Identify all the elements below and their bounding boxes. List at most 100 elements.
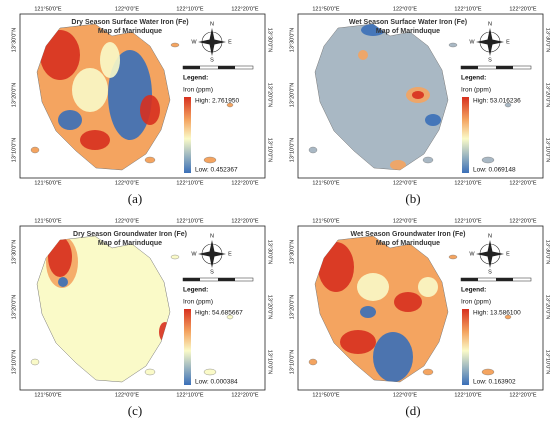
map-panel: Dry Season Surface Water Iron (Fe) Map of… (11, 6, 272, 206)
legend-low: Low: 0.452367 (195, 167, 238, 174)
scale-bar-fill (496, 66, 513, 69)
iron-zone (373, 332, 413, 382)
legend-unit: Iron (ppm) (183, 87, 213, 94)
lon-label-top: 121°50'0"E (34, 6, 62, 12)
lon-label-top: 122°10'0"E (454, 6, 482, 12)
map-subtitle: Map of Marinduque (376, 28, 440, 35)
compass-n: N (210, 233, 214, 239)
lat-label-right: 13°30'0"N (545, 28, 550, 52)
scale-bar-fill (218, 278, 235, 281)
lat-label-left: 13°20'0"N (11, 295, 17, 319)
islet (144, 368, 156, 376)
lat-label-right: 13°20'0"N (267, 295, 273, 319)
lat-label-left: 13°10'0"N (289, 138, 295, 162)
legend-unit: Iron (ppm) (461, 87, 491, 94)
iron-zone (360, 306, 376, 318)
lat-label-right: 13°10'0"N (267, 138, 273, 162)
islet (422, 368, 434, 376)
legend-heading: Legend: (461, 287, 486, 294)
legend-high: High: 13.586100 (473, 310, 521, 317)
map-panel: Wet Season Groundwater Iron (Fe) Map of M… (289, 218, 550, 418)
compass-e: E (228, 251, 232, 257)
iron-zones (40, 30, 160, 150)
lat-label-left: 13°10'0"N (11, 350, 17, 374)
compass-w: W (191, 251, 197, 257)
compass-s: S (488, 269, 492, 275)
legend-ramp (184, 309, 191, 385)
iron-zone (358, 50, 368, 60)
iron-zone (418, 277, 438, 297)
lat-label-left: 13°30'0"N (289, 28, 295, 52)
lat-label-right: 13°10'0"N (545, 138, 550, 162)
legend-unit: Iron (ppm) (183, 299, 213, 306)
scale-bar-fill (496, 278, 513, 281)
compass-e: E (506, 39, 510, 45)
lat-label-left: 13°20'0"N (289, 83, 295, 107)
compass-n: N (488, 233, 492, 239)
panel-label: (d) (405, 403, 420, 418)
lon-label-top: 122°10'0"E (454, 218, 482, 224)
legend-heading: Legend: (461, 75, 486, 82)
lon-label-top: 122°20'0"E (231, 6, 259, 12)
compass-star (476, 28, 504, 56)
lon-label-bottom: 122°0'0"E (115, 180, 139, 186)
lon-label-bottom: 121°50'0"E (34, 392, 62, 398)
lat-label-right: 13°10'0"N (545, 350, 550, 374)
map-title: Wet Season Surface Water Iron (Fe) (349, 19, 467, 26)
islet (448, 42, 458, 48)
compass-star (198, 240, 226, 268)
legend-heading: Legend: (183, 75, 208, 82)
lon-label-bottom: 122°10'0"E (454, 180, 482, 186)
lon-label-bottom: 122°20'0"E (231, 180, 259, 186)
islet (30, 358, 40, 366)
compass-n: N (210, 21, 214, 27)
lat-label-left: 13°30'0"N (11, 240, 17, 264)
compass-s: S (210, 57, 214, 63)
map-title: Dry Season Surface Water Iron (Fe) (71, 19, 188, 26)
lon-label-top: 122°0'0"E (115, 6, 139, 12)
islet (308, 358, 318, 366)
legend-high: High: 53.016236 (473, 98, 521, 105)
map-subtitle: Map of Marinduque (98, 240, 162, 247)
panel-label: (b) (405, 191, 420, 206)
lon-label-bottom: 122°0'0"E (393, 180, 417, 186)
lon-label-bottom: 121°50'0"E (312, 180, 340, 186)
lat-label-left: 13°20'0"N (289, 295, 295, 319)
islet (170, 42, 180, 48)
lon-label-bottom: 121°50'0"E (34, 180, 62, 186)
legend-ramp (462, 97, 469, 173)
lon-label-bottom: 121°50'0"E (312, 392, 340, 398)
lat-label-right: 13°30'0"N (267, 28, 273, 52)
iron-zone (108, 50, 152, 140)
islet (170, 254, 180, 260)
lat-label-left: 13°30'0"N (289, 240, 295, 264)
islet (308, 146, 318, 154)
compass-s: S (488, 57, 492, 63)
lon-label-bottom: 122°10'0"E (176, 180, 204, 186)
lon-label-bottom: 122°20'0"E (231, 392, 259, 398)
legend-high: High: 54.685667 (195, 310, 243, 317)
map-subtitle: Map of Marinduque (98, 28, 162, 35)
legend-low: Low: 0.069148 (473, 167, 516, 174)
compass-star (476, 240, 504, 268)
lon-label-bottom: 122°10'0"E (454, 392, 482, 398)
panel-label: (a) (128, 191, 142, 206)
iron-zone (390, 160, 406, 170)
islet (30, 146, 40, 154)
lat-label-right: 13°20'0"N (545, 295, 550, 319)
islet (144, 156, 156, 164)
map-panel: Dry Season Groundwater Iron (Fe) Map of M… (11, 218, 272, 418)
map-title: Dry Season Groundwater Iron (Fe) (73, 231, 187, 238)
compass-n: N (488, 21, 492, 27)
islet (504, 102, 512, 108)
scale-bar-fill (461, 278, 478, 281)
islet (226, 102, 234, 108)
lat-label-right: 13°10'0"N (267, 350, 273, 374)
legend-low: Low: 0.163902 (473, 379, 516, 386)
lat-label-right: 13°30'0"N (545, 240, 550, 264)
iron-zone (412, 91, 424, 99)
iron-zone (340, 330, 376, 354)
lon-label-top: 122°10'0"E (176, 218, 204, 224)
legend-high: High: 2.761950 (195, 98, 239, 105)
lon-label-bottom: 122°0'0"E (393, 392, 417, 398)
